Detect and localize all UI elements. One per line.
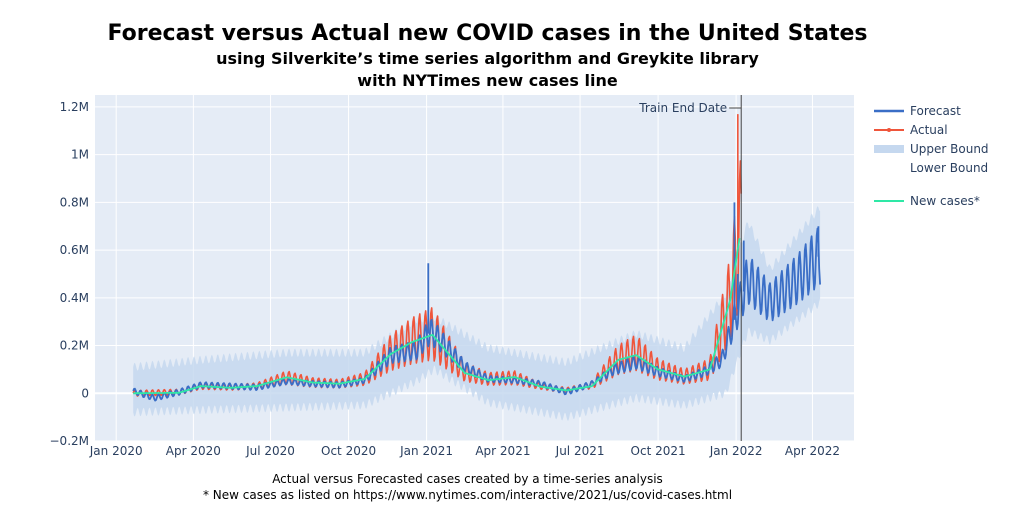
newcases-line [133,238,741,395]
x-tick-label: Apr 2021 [475,444,530,458]
newcases-swatch [874,200,904,202]
legend-item-newcases[interactable]: New cases* [872,192,989,211]
y-tick-label: 0.8M [60,195,89,209]
title-line-3: with NYTimes new cases line [357,71,618,90]
legend-label-forecast: Forecast [910,104,961,118]
x-tick-label: Oct 2020 [321,444,376,458]
legend-label-lower: Lower Bound [910,161,989,175]
caption-line-1: Actual versus Forecasted cases created b… [272,472,663,486]
title-line-2: using Silverkite’s time series algorithm… [216,49,759,68]
axes: Jan 2020 Apr 2020 Jul 2020 Oct 2020 Jan 2021… [50,100,841,458]
y-tick-label: 0.6M [60,243,89,257]
forecast-swatch [874,109,904,113]
x-tick-label: Jul 2020 [245,444,295,458]
y-tick-label: 0 [81,386,89,400]
y-tick-label: 1M [71,148,89,162]
legend-item-forecast[interactable]: Forecast [872,102,989,121]
train-end-label: Train End Date [638,101,727,115]
legend-item-actual[interactable]: Actual [872,121,989,140]
legend-label-newcases: New cases* [910,194,980,208]
x-tick-label: Oct 2021 [631,444,686,458]
caption-line-2: * New cases as listed on https://www.nyt… [202,488,733,502]
x-tick-label: Jan 2022 [709,444,763,458]
legend-item-upper[interactable]: Upper Bound [872,140,989,159]
actual-swatch [874,128,904,132]
title-line-1: Forecast versus Actual new COVID cases i… [107,21,868,46]
annotation-layer: Train End Date [638,95,742,441]
series-layer [132,114,821,402]
legend-label-upper: Upper Bound [910,142,989,156]
legend[interactable]: Forecast Actual Upper Bound Lower Bound … [872,102,989,211]
y-tick-label: −0.2M [50,434,90,448]
chart-title: Forecast versus Actual new COVID cases i… [0,20,975,92]
upper-bound-swatch [874,145,904,153]
legend-label-actual: Actual [910,123,948,137]
y-tick-label: 0.4M [60,291,89,305]
confidence-band [133,206,821,421]
y-tick-label: 1.2M [60,100,89,114]
x-tick-label: Jan 2020 [89,444,143,458]
x-tick-label: Jan 2021 [399,444,453,458]
x-tick-label: Apr 2022 [785,444,840,458]
bound-band [133,206,821,421]
x-tick-label: Apr 2020 [166,444,221,458]
y-tick-label: 0.2M [60,339,89,353]
legend-item-lower[interactable]: Lower Bound [872,159,989,178]
x-tick-label: Jul 2021 [555,444,605,458]
